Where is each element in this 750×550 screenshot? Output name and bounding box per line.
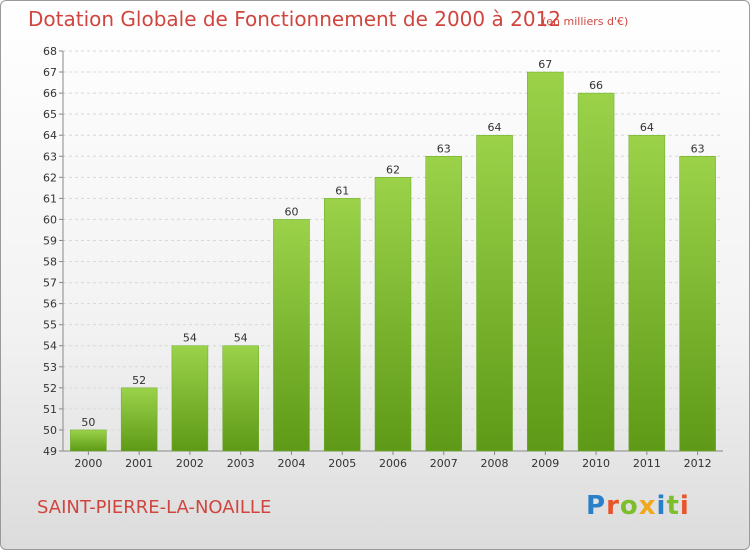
x-tick-label: 2010 xyxy=(582,457,610,470)
y-tick-label: 63 xyxy=(43,150,57,163)
bar-value-label: 50 xyxy=(81,416,95,429)
logo-letter: i xyxy=(656,491,667,521)
bar-value-label: 52 xyxy=(132,374,146,387)
bar-value-label: 64 xyxy=(488,121,502,134)
bar-value-label: 62 xyxy=(386,163,400,176)
x-tick-label: 2009 xyxy=(531,457,559,470)
bar xyxy=(120,387,158,452)
x-tick-label: 2007 xyxy=(430,457,458,470)
y-tick-label: 58 xyxy=(43,256,57,269)
bar-value-label: 63 xyxy=(437,142,451,155)
x-tick-label: 2003 xyxy=(227,457,255,470)
y-tick-label: 67 xyxy=(43,66,57,79)
bar-value-label: 63 xyxy=(691,142,705,155)
logo-letter: x xyxy=(638,491,657,521)
logo-letter: t xyxy=(666,491,680,521)
x-tick-label: 2000 xyxy=(74,457,102,470)
logo-letter: i xyxy=(679,491,690,521)
bar xyxy=(628,134,666,452)
y-tick-label: 61 xyxy=(43,192,57,205)
y-tick-label: 62 xyxy=(43,171,57,184)
chart-title: Dotation Globale de Fonctionnement de 20… xyxy=(28,7,561,31)
bar-value-label: 66 xyxy=(589,79,603,92)
bar xyxy=(476,134,513,452)
y-tick-label: 51 xyxy=(43,403,57,416)
bar xyxy=(273,219,310,452)
bar-value-label: 54 xyxy=(183,332,197,345)
bar xyxy=(171,345,209,452)
logo-letter: o xyxy=(619,491,639,521)
bar-value-label: 61 xyxy=(335,184,349,197)
y-tick-label: 54 xyxy=(43,340,57,353)
y-tick-label: 50 xyxy=(43,424,57,437)
y-tick-label: 59 xyxy=(43,234,57,247)
x-tick-label: 2008 xyxy=(481,457,509,470)
bar xyxy=(425,156,463,452)
bar-value-label: 67 xyxy=(538,58,552,71)
x-tick-label: 2005 xyxy=(328,457,356,470)
y-tick-label: 49 xyxy=(43,445,57,458)
bar xyxy=(577,92,615,452)
y-tick-label: 56 xyxy=(43,298,57,311)
y-tick-label: 68 xyxy=(43,45,57,58)
y-tick-label: 53 xyxy=(43,361,57,374)
y-tick-label: 52 xyxy=(43,382,57,395)
bar-value-label: 54 xyxy=(234,332,248,345)
proxiti-logo[interactable]: Proxiti xyxy=(586,491,690,521)
y-tick-label: 65 xyxy=(43,108,57,121)
logo-letter: P xyxy=(586,491,607,521)
bar xyxy=(527,71,564,452)
y-tick-label: 55 xyxy=(43,319,57,332)
x-tick-label: 2012 xyxy=(684,457,712,470)
x-tick-label: 2004 xyxy=(277,457,305,470)
chart-subtitle: (en milliers d'€) xyxy=(542,15,629,28)
bar-value-label: 64 xyxy=(640,121,654,134)
y-tick-label: 64 xyxy=(43,129,57,142)
bar xyxy=(323,198,361,452)
bar xyxy=(374,177,412,452)
logo-letter: r xyxy=(606,491,620,521)
y-tick-label: 57 xyxy=(43,277,57,290)
commune-name: SAINT-PIERRE-LA-NOAILLE xyxy=(37,497,272,518)
x-tick-label: 2006 xyxy=(379,457,407,470)
x-tick-label: 2001 xyxy=(125,457,153,470)
bar xyxy=(222,345,259,452)
x-tick-label: 2002 xyxy=(176,457,204,470)
bar-value-label: 60 xyxy=(284,205,298,218)
x-tick-label: 2011 xyxy=(633,457,661,470)
y-tick-label: 66 xyxy=(43,87,57,100)
y-tick-label: 60 xyxy=(43,213,57,226)
bar xyxy=(70,429,107,452)
bar xyxy=(679,156,716,452)
